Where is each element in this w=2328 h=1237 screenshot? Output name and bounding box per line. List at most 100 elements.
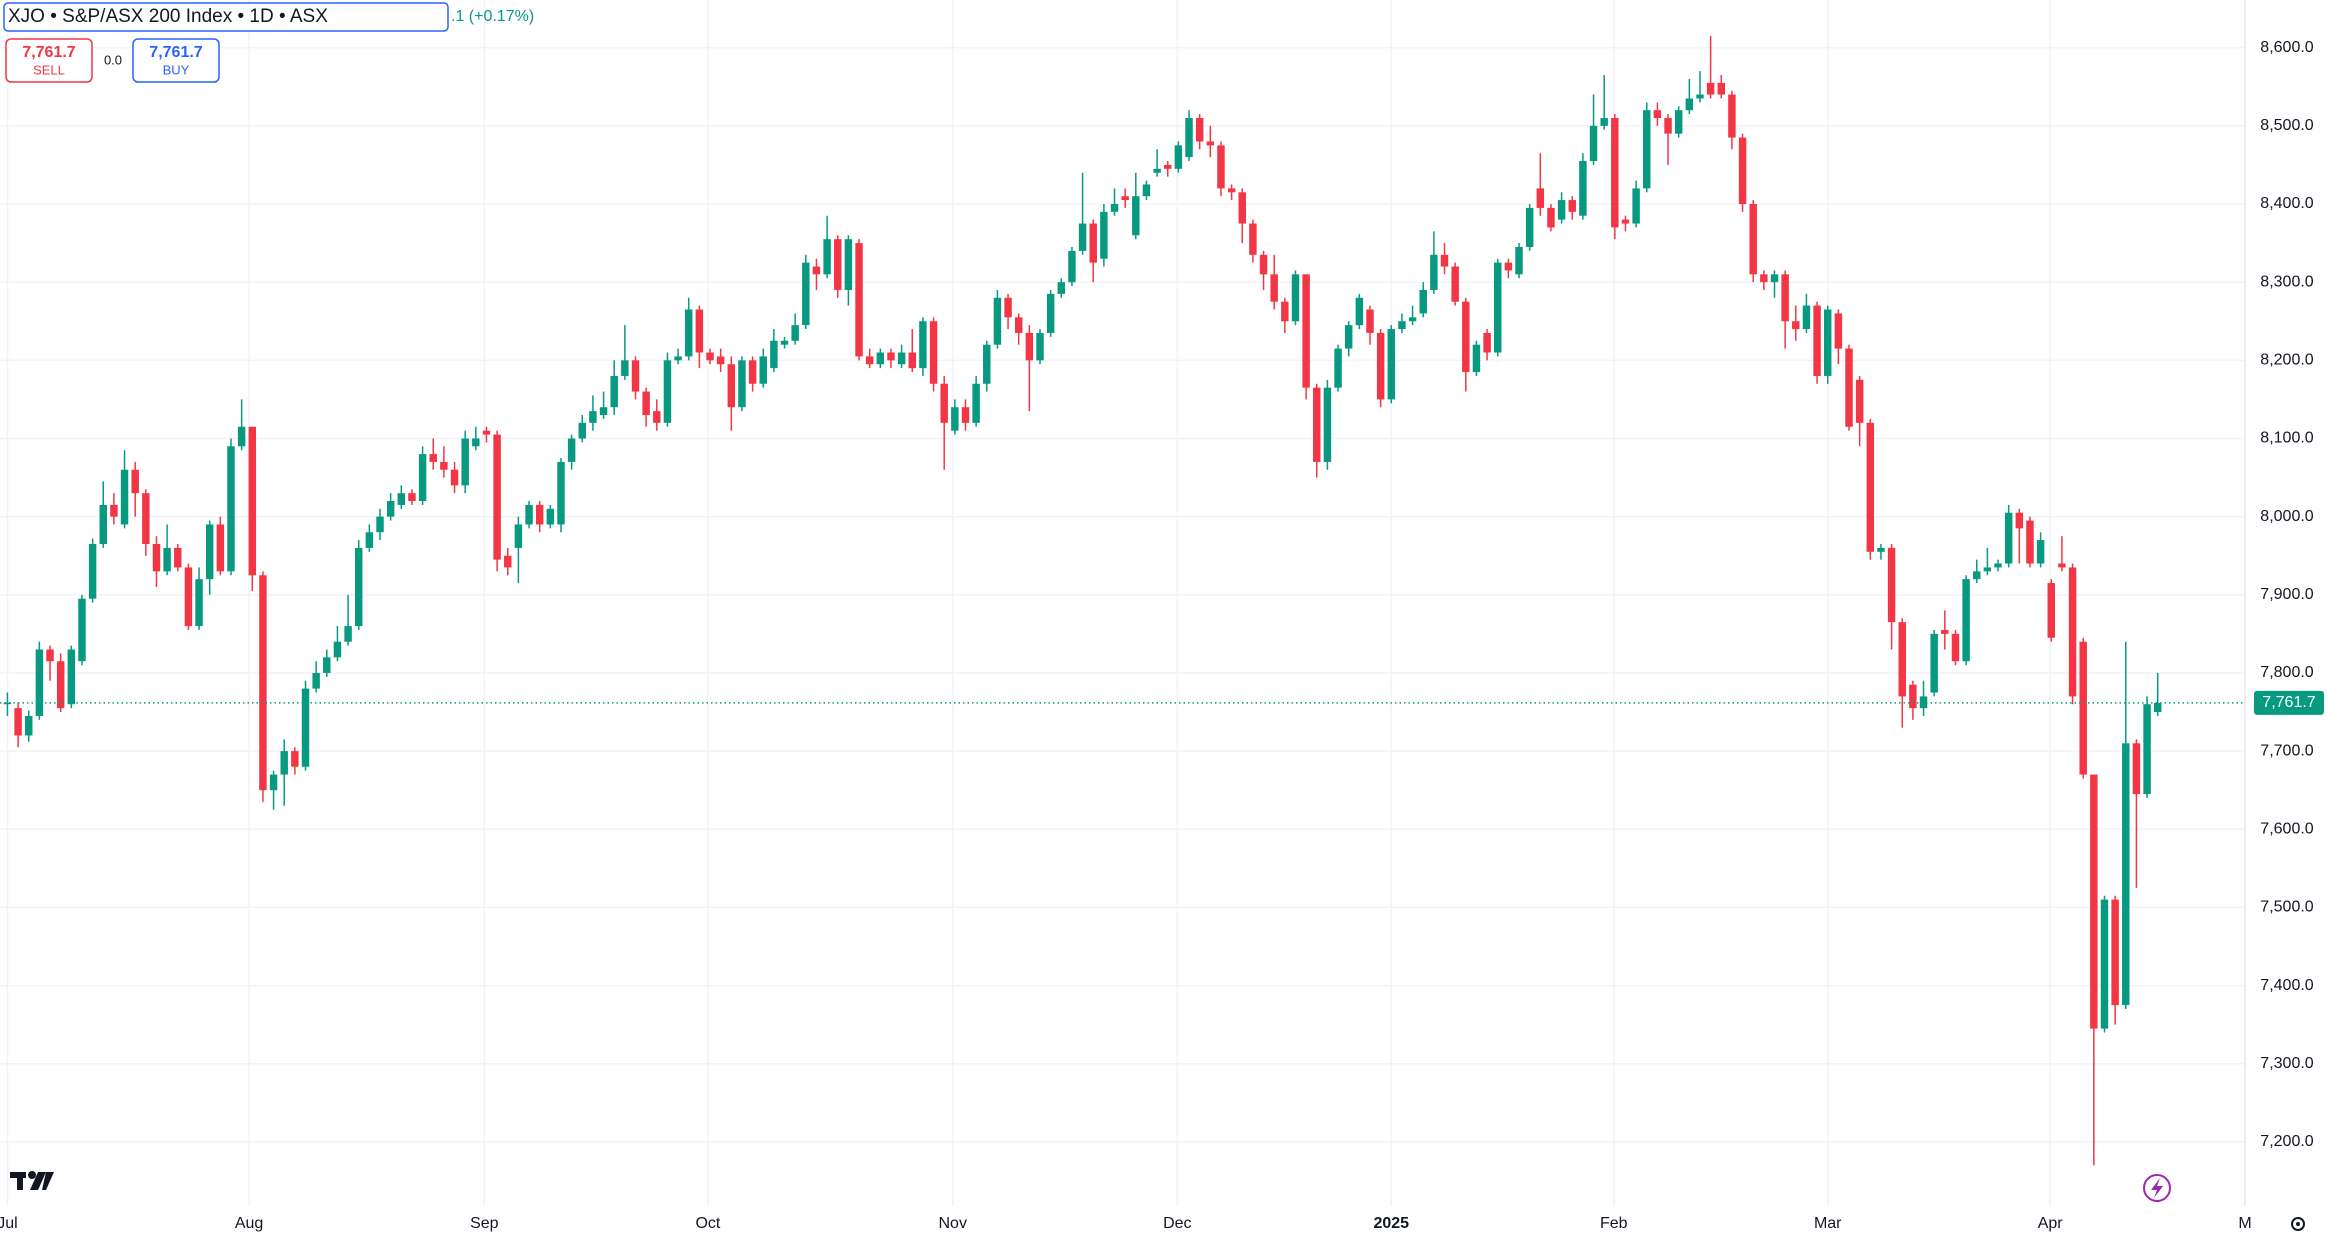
candle-body — [1440, 254, 1449, 267]
candle-body — [865, 356, 874, 365]
buy-button[interactable] — [132, 38, 220, 83]
candle-body — [1696, 94, 1704, 99]
y-tick-label: 7,800.0 — [2260, 664, 2313, 681]
candle-body — [152, 543, 161, 572]
candle-body — [1398, 321, 1406, 330]
candle-body — [748, 360, 757, 384]
candle-body — [738, 360, 746, 408]
candle-body — [88, 543, 97, 599]
candle-body — [1281, 301, 1289, 322]
candle-body — [1845, 348, 1853, 427]
candle-body — [951, 407, 959, 431]
symbol-box[interactable] — [3, 2, 449, 32]
candle-body — [1259, 254, 1268, 275]
candle-body — [1909, 684, 1917, 709]
candle-body — [163, 547, 171, 572]
candle-body — [695, 309, 704, 353]
y-tick-label: 8,600.0 — [2260, 39, 2313, 56]
candle-body — [216, 524, 225, 572]
candle-body — [653, 411, 661, 423]
candle-body — [2153, 702, 2162, 713]
candle-body — [323, 657, 331, 673]
candle-body — [99, 504, 107, 544]
candle-body — [1760, 274, 1768, 283]
candle-body — [1792, 321, 1800, 330]
candle-body — [312, 672, 320, 689]
candle-body — [248, 426, 257, 576]
x-tick-label: Feb — [1600, 1215, 1628, 1232]
candle-body — [1568, 200, 1576, 212]
buy-label: BUY — [163, 62, 190, 77]
y-tick-label: 7,700.0 — [2260, 742, 2313, 759]
candle-body — [1802, 305, 1811, 330]
last-price-label: 7,761.7 — [2262, 694, 2315, 711]
logo — [10, 1171, 54, 1190]
candle-body — [834, 239, 842, 290]
lightning-icon — [2151, 1178, 2163, 1198]
candle-body — [2047, 583, 2055, 638]
candle-body — [2036, 540, 2045, 564]
candle-body — [1164, 164, 1172, 169]
candle-body — [2100, 899, 2109, 1029]
candle-body — [1919, 696, 1928, 709]
last-price-box — [2254, 690, 2324, 715]
candle-body — [1994, 563, 2002, 568]
candle-body — [1855, 379, 1864, 423]
candle-body — [237, 426, 246, 447]
candle-body — [1430, 254, 1438, 290]
candle-body — [1717, 82, 1725, 95]
candle-body — [1132, 196, 1140, 236]
candle-body — [174, 547, 182, 568]
candle-body — [1004, 297, 1012, 318]
candle-body — [1046, 293, 1055, 333]
candle-body — [1813, 305, 1821, 376]
candle-body — [674, 356, 682, 361]
candle-body — [546, 508, 555, 525]
candle-body — [1195, 118, 1204, 142]
candle-body — [972, 383, 980, 423]
candle-body — [2132, 743, 2141, 795]
candle-body — [301, 688, 310, 767]
candle-body — [1557, 200, 1566, 220]
candle-body — [1536, 188, 1545, 208]
candle-body — [1898, 622, 1906, 697]
candle-body — [110, 504, 118, 517]
candle-body — [1110, 203, 1119, 212]
candle-body — [599, 407, 608, 416]
candle-body — [1887, 547, 1896, 623]
candle-body — [1685, 98, 1694, 111]
candle-body — [418, 454, 427, 502]
candle-body — [1025, 332, 1034, 361]
candle-body — [1781, 274, 1789, 322]
settings-button[interactable] — [2291, 1217, 2305, 1231]
candle-body — [1653, 110, 1662, 119]
candle-body — [461, 438, 469, 486]
candle-body — [1483, 332, 1491, 353]
logo-part — [42, 1172, 54, 1190]
candle-body — [610, 375, 618, 408]
candle-body — [791, 325, 799, 341]
candle-body — [1823, 309, 1832, 376]
candle-body — [663, 360, 672, 423]
sell-button[interactable] — [5, 38, 93, 83]
candle-body — [1664, 118, 1672, 134]
logo-part — [17, 1172, 23, 1190]
candle-body — [472, 438, 480, 447]
candle-body — [1611, 118, 1619, 228]
candle-body — [2026, 520, 2034, 564]
x-tick-label: Nov — [938, 1215, 966, 1232]
candle-body — [2068, 567, 2077, 697]
candle-body — [727, 364, 736, 408]
buy-price: 7,761.7 — [149, 44, 202, 61]
candle-body — [56, 661, 65, 709]
candle-body — [120, 469, 129, 525]
candle-body — [1749, 203, 1757, 275]
lightning-button[interactable] — [2143, 1174, 2171, 1202]
candle-body — [1334, 348, 1342, 388]
candle-body — [2015, 512, 2024, 529]
candle-body — [631, 360, 640, 392]
candle-body — [504, 555, 512, 568]
candle-body — [1408, 317, 1417, 322]
candle-body — [1930, 633, 1938, 693]
